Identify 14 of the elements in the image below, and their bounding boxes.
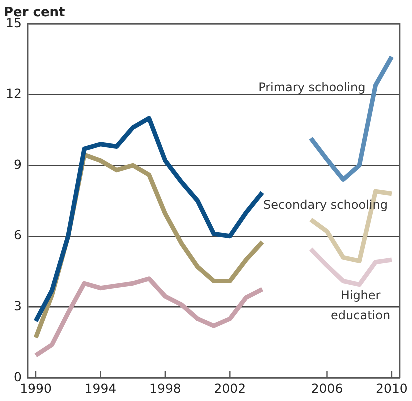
x-tick-label: 2002 [214, 380, 246, 396]
y-tick-label: 12 [6, 86, 22, 102]
x-tick-label: 1990 [20, 380, 52, 396]
series-label: Primary schooling [258, 80, 366, 95]
y-tick-label: 0 [14, 369, 22, 384]
y-tick-label: 9 [14, 156, 22, 172]
series-label: Secondary schooling [264, 198, 388, 212]
y-tick-label: 3 [14, 298, 22, 314]
x-tick-label: 2010 [376, 380, 408, 396]
y-tick-label: 6 [14, 228, 22, 243]
x-tick-label: 1994 [84, 380, 117, 396]
x-tick-label: 2006 [311, 380, 344, 396]
x-tick-label: 1998 [150, 380, 182, 396]
series-label: Higher education [331, 288, 391, 323]
